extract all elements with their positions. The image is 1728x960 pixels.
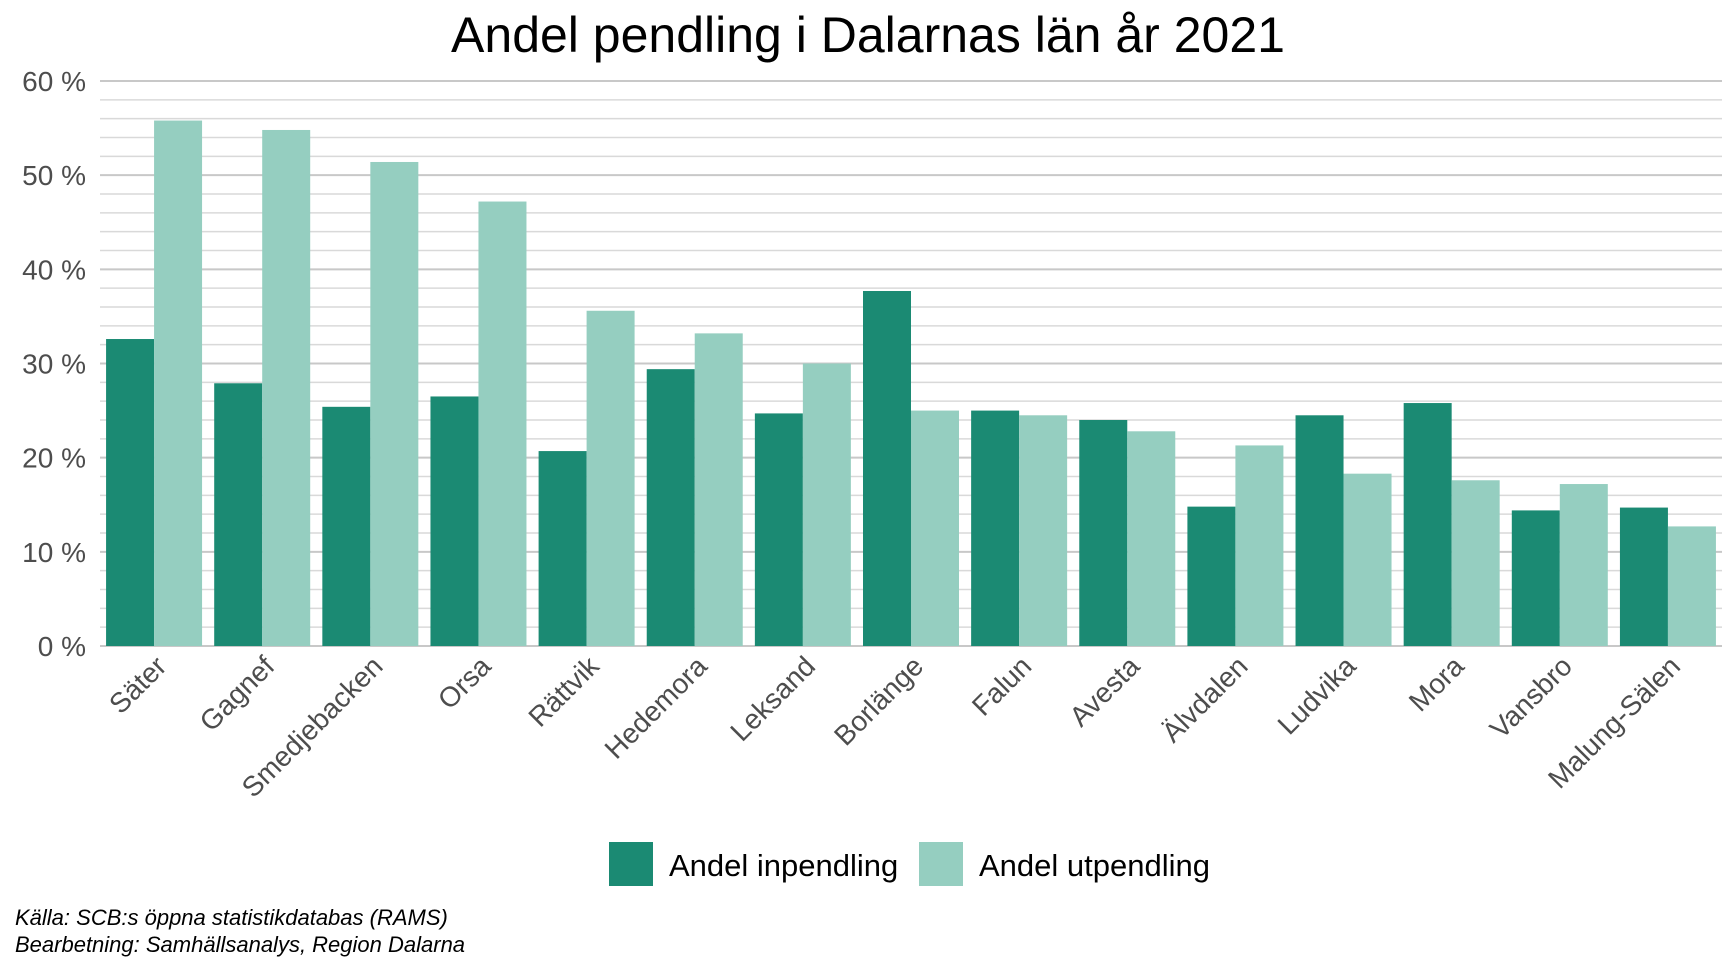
bar-utpendling-13	[1559, 484, 1608, 646]
bar-inpendling-3	[430, 396, 479, 646]
bar-inpendling-6	[754, 413, 803, 646]
x-tick-label: Rättvik	[522, 650, 605, 733]
legend-label: Andel inpendling	[669, 848, 898, 883]
y-axis-ticks: 0 % 10 % 20 % 30 % 40 % 50 % 60 %	[22, 66, 86, 662]
y-tick-label: 0 %	[38, 631, 86, 662]
x-tick-label: Mora	[1403, 650, 1470, 717]
bar-utpendling-9	[1127, 431, 1176, 646]
y-tick-label: 40 %	[22, 254, 86, 285]
x-tick-label: Ludvika	[1272, 650, 1362, 740]
bar-utpendling-5	[694, 333, 743, 646]
x-tick-label: Älvdalen	[1156, 650, 1254, 748]
y-tick-label: 30 %	[22, 349, 86, 380]
bar-inpendling-0	[106, 339, 155, 646]
bar-inpendling-7	[863, 290, 911, 646]
bar-inpendling-10	[1187, 506, 1236, 646]
x-tick-label: Falun	[966, 650, 1037, 721]
bar-inpendling-9	[1079, 420, 1128, 646]
bar-inpendling-8	[971, 410, 1020, 646]
legend: Andel inpendling Andel utpendling	[609, 842, 1210, 886]
x-tick-label: Hedemora	[599, 650, 714, 765]
bar-inpendling-11	[1295, 415, 1344, 646]
x-tick-label: Borlänge	[828, 650, 929, 751]
legend-swatch	[609, 842, 653, 886]
bar-utpendling-6	[802, 363, 851, 646]
legend-label: Andel utpendling	[979, 848, 1210, 883]
bar-utpendling-14	[1667, 526, 1716, 646]
bar-utpendling-12	[1451, 480, 1500, 646]
bar-utpendling-3	[478, 201, 527, 647]
source-caption: Källa: SCB:s öppna statistikdatabas (RAM…	[15, 905, 448, 930]
bar-inpendling-13	[1511, 510, 1560, 646]
bar-inpendling-14	[1619, 507, 1668, 646]
bar-utpendling-4	[586, 310, 635, 646]
x-tick-label: Vansbro	[1484, 650, 1578, 744]
legend-swatch	[919, 842, 963, 886]
x-tick-label: Gagnef	[194, 650, 281, 737]
bar-inpendling-4	[538, 451, 587, 646]
bars	[106, 120, 1716, 647]
x-tick-label: Leksand	[724, 650, 821, 747]
bar-utpendling-7	[911, 410, 959, 646]
x-tick-label: Orsa	[432, 650, 497, 715]
x-tick-label: Säter	[103, 650, 172, 719]
bar-inpendling-2	[322, 406, 371, 646]
bar-utpendling-1	[262, 129, 311, 646]
processing-caption: Bearbetning: Samhällsanalys, Region Dala…	[15, 932, 465, 957]
y-tick-label: 10 %	[22, 537, 86, 568]
bar-utpendling-10	[1235, 445, 1284, 646]
chart-title: Andel pendling i Dalarnas län år 2021	[451, 7, 1285, 63]
y-tick-label: 20 %	[22, 443, 86, 474]
bar-utpendling-2	[370, 161, 419, 646]
bar-inpendling-12	[1403, 403, 1452, 646]
x-tick-label: Avesta	[1063, 650, 1145, 732]
bar-inpendling-1	[214, 383, 263, 646]
bar-utpendling-8	[1019, 415, 1068, 646]
bar-utpendling-11	[1343, 473, 1392, 646]
bar-utpendling-0	[154, 120, 203, 647]
bar-inpendling-5	[646, 369, 695, 646]
y-tick-label: 60 %	[22, 66, 86, 97]
y-tick-label: 50 %	[22, 160, 86, 191]
